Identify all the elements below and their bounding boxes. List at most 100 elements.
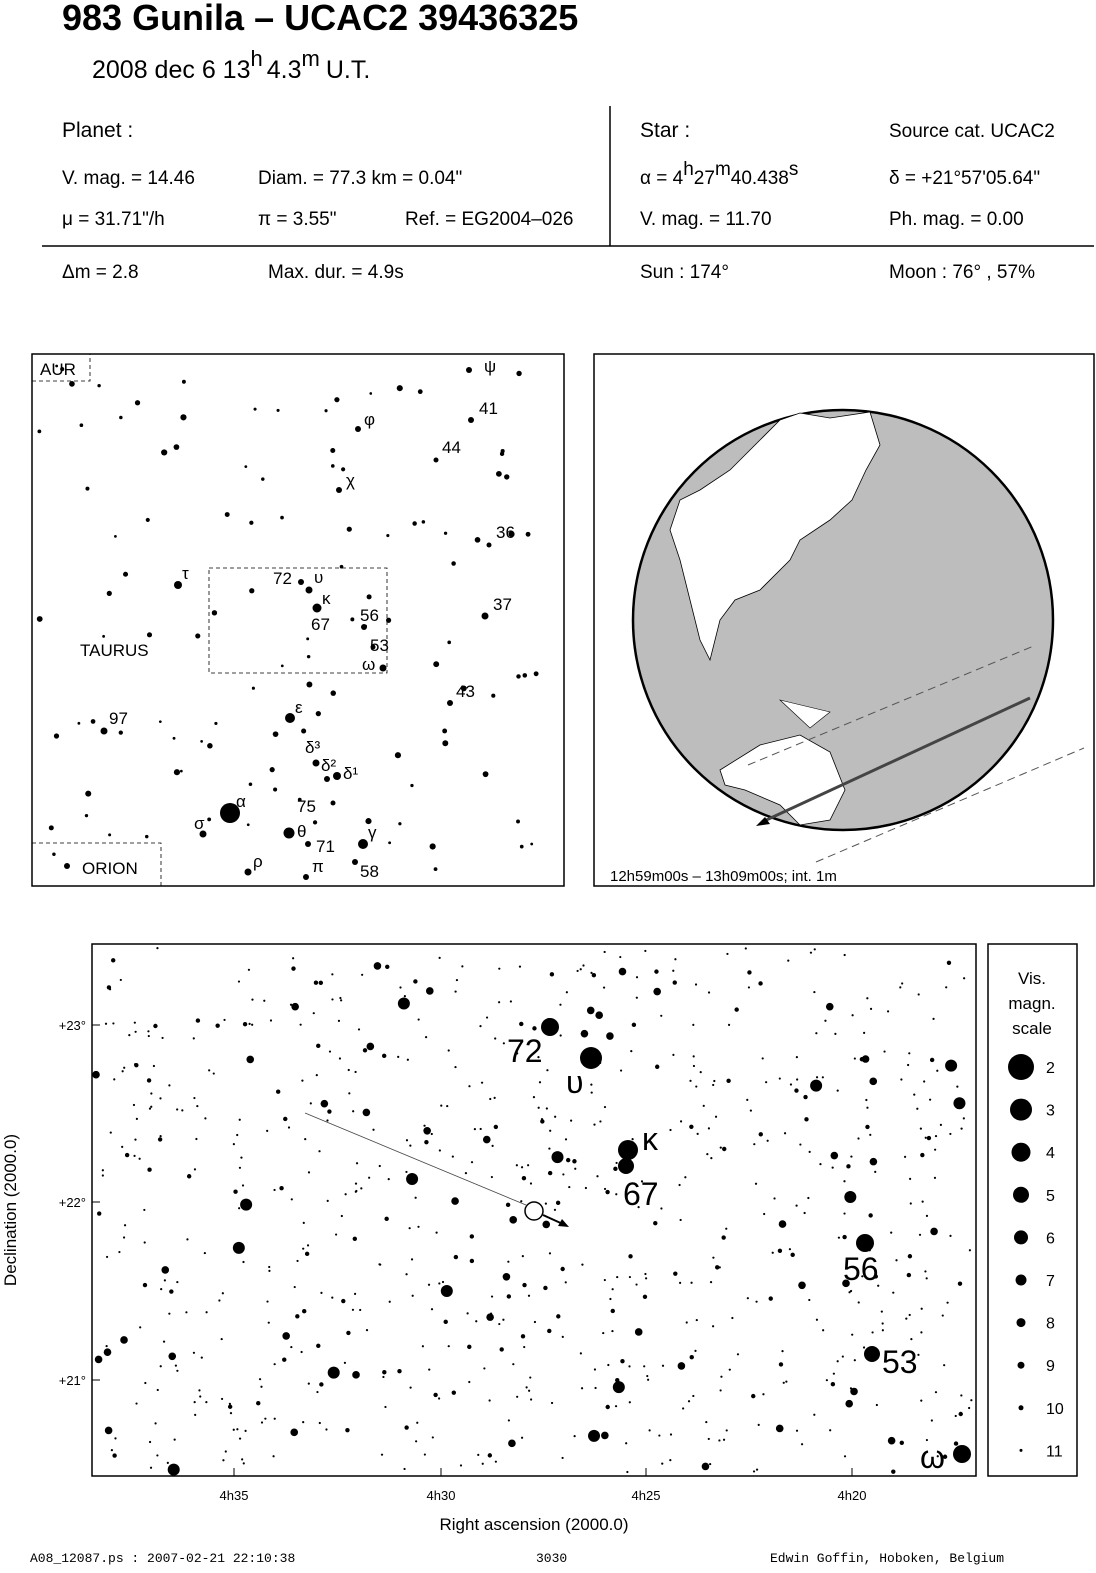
- star: [337, 1019, 341, 1022]
- star: [519, 1021, 524, 1027]
- star: [942, 1454, 948, 1459]
- star: [654, 969, 659, 974]
- star: [326, 1199, 329, 1202]
- legend-label: 10: [1046, 1401, 1064, 1418]
- star: [906, 1272, 912, 1278]
- star: [212, 1072, 215, 1075]
- star-label: 43: [456, 682, 475, 701]
- star: [521, 1040, 524, 1043]
- star: [305, 586, 313, 594]
- star-label: 41: [479, 399, 498, 418]
- star: [223, 1018, 226, 1022]
- star: [548, 1147, 551, 1150]
- star: [334, 397, 340, 403]
- star: [736, 1353, 740, 1356]
- star: [302, 1221, 305, 1224]
- star: [173, 769, 181, 776]
- star: [442, 740, 449, 747]
- star: [325, 1428, 328, 1431]
- star: [728, 1368, 731, 1371]
- star: [443, 531, 448, 535]
- star: [658, 1434, 661, 1437]
- star: [486, 542, 492, 548]
- star: [355, 1189, 358, 1193]
- star: [725, 1227, 728, 1230]
- star: [777, 1248, 783, 1254]
- star: [220, 803, 240, 823]
- star: [318, 1150, 321, 1153]
- star: [853, 1359, 856, 1362]
- star: [594, 1386, 597, 1390]
- star: [69, 381, 75, 387]
- star: [156, 947, 159, 950]
- star: [303, 874, 309, 880]
- star: [701, 1462, 710, 1471]
- star: [498, 1001, 501, 1004]
- star: [843, 1180, 846, 1183]
- star: [540, 1119, 545, 1124]
- star: [438, 1397, 441, 1400]
- star-label: δ¹: [343, 764, 358, 783]
- star: [236, 1428, 239, 1431]
- star: [494, 1460, 497, 1463]
- star: [352, 1371, 360, 1379]
- star: [334, 1233, 338, 1236]
- star: [320, 1291, 323, 1294]
- star: [37, 429, 42, 434]
- star: [530, 842, 534, 846]
- star: [596, 1175, 599, 1178]
- star: [396, 385, 403, 392]
- star: [405, 1273, 408, 1276]
- star: [932, 1017, 935, 1020]
- star: [123, 571, 129, 577]
- star: [438, 956, 441, 959]
- star: [712, 1256, 715, 1259]
- star: [576, 969, 579, 973]
- legend-label: 3: [1046, 1103, 1055, 1120]
- star: [205, 1401, 208, 1404]
- star: [423, 1124, 426, 1127]
- star: [954, 1414, 957, 1418]
- star: [848, 1291, 851, 1294]
- star: [661, 1462, 664, 1465]
- star: [564, 1281, 567, 1284]
- globe: 12h59m00s – 13h09m00s; int. 1m: [610, 408, 1085, 885]
- star: [176, 1280, 179, 1284]
- star: [473, 1128, 476, 1131]
- star: [85, 790, 92, 797]
- star: [266, 1300, 269, 1303]
- star: [546, 1069, 549, 1072]
- star: [355, 1162, 359, 1165]
- star: [104, 1426, 113, 1435]
- star: [830, 1151, 839, 1160]
- star: [830, 1382, 836, 1387]
- star: [550, 1401, 554, 1405]
- star: [672, 1053, 675, 1056]
- star: [269, 1019, 273, 1022]
- star: [516, 1395, 519, 1398]
- star: [468, 417, 474, 423]
- star: [521, 1176, 527, 1181]
- star: [795, 1056, 798, 1059]
- star: [300, 1350, 303, 1354]
- star: [403, 995, 406, 998]
- star: [865, 1098, 868, 1102]
- star: [968, 1406, 971, 1410]
- star: [421, 520, 426, 524]
- star: [528, 1389, 531, 1392]
- star: [775, 1424, 784, 1433]
- star: [181, 1109, 184, 1112]
- star: [755, 1300, 758, 1303]
- star: [346, 1330, 351, 1336]
- x-tick-label: 4h25: [632, 1488, 661, 1503]
- star: [521, 1255, 524, 1258]
- star: [340, 999, 343, 1002]
- star: [238, 1118, 241, 1121]
- legend-dot: [1015, 1274, 1027, 1286]
- star: [108, 833, 112, 837]
- star: [881, 1322, 884, 1325]
- star: [813, 1413, 816, 1416]
- star: [147, 1030, 150, 1033]
- star: [508, 531, 515, 538]
- star: [795, 1204, 798, 1207]
